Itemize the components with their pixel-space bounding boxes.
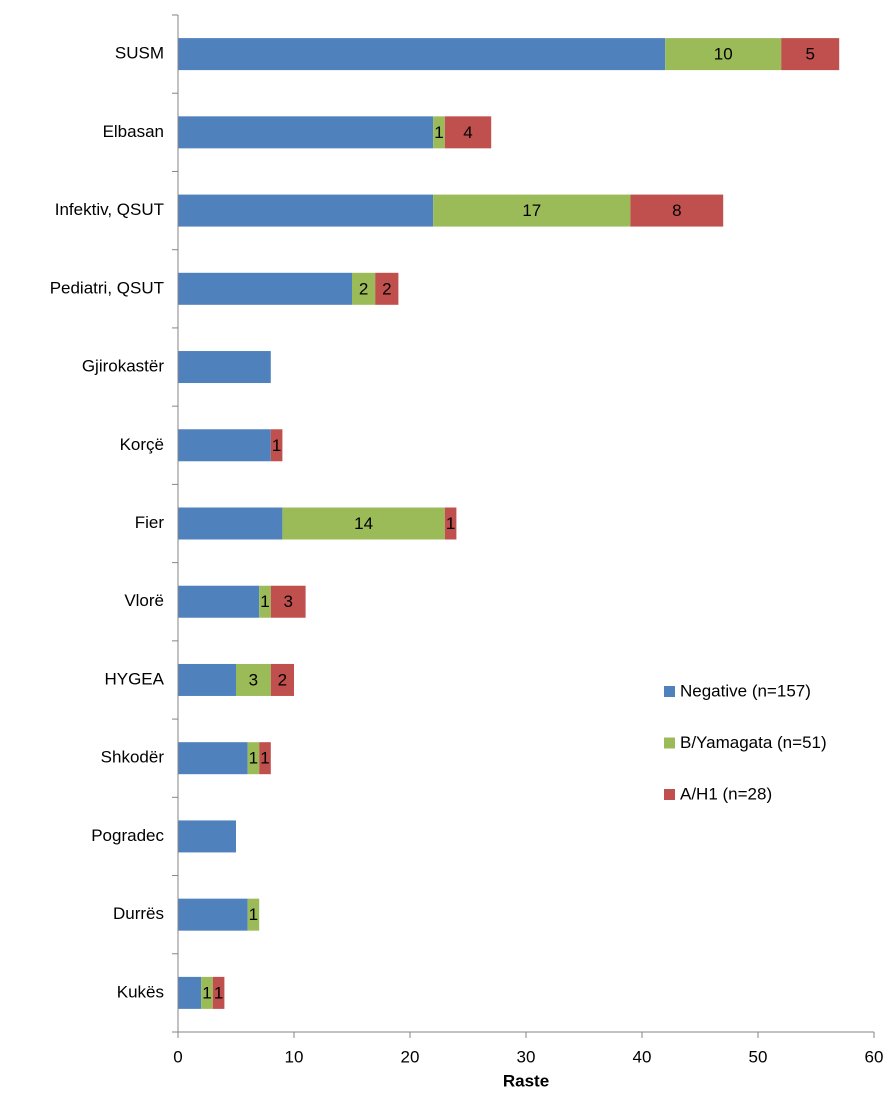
y-tick-label: Pogradec — [91, 826, 164, 845]
y-tick-label: Durrës — [113, 904, 164, 923]
bar-segment — [433, 116, 445, 149]
bar-segment — [270, 585, 306, 618]
data-label: 14 — [354, 514, 373, 533]
bar-segment — [178, 976, 202, 1009]
legend-label: Negative (n=157) — [680, 681, 811, 700]
y-tick-label: SUSM — [115, 44, 164, 63]
bar-segment — [178, 507, 283, 540]
x-tick-label: 60 — [865, 1047, 884, 1066]
x-tick-label: 50 — [749, 1047, 768, 1066]
data-label: 3 — [283, 592, 292, 611]
bar-segment — [178, 898, 248, 931]
bar-segment — [247, 898, 260, 931]
legend-label: B/Yamagata (n=51) — [680, 733, 827, 752]
bar-segment — [282, 507, 445, 540]
bar-segment — [201, 976, 213, 1009]
y-tick-label: Shkodër — [101, 748, 165, 767]
data-label: 1 — [260, 749, 269, 768]
legend-swatch — [664, 737, 675, 749]
x-tick-label: 30 — [517, 1047, 536, 1066]
data-label: 10 — [714, 45, 733, 64]
data-label: 1 — [249, 905, 258, 924]
data-label: 2 — [278, 670, 287, 689]
legend-label: A/H1 (n=28) — [680, 784, 772, 803]
y-tick-label: Vlorë — [124, 591, 164, 610]
data-label: 2 — [382, 279, 391, 298]
data-label: 5 — [805, 45, 814, 64]
y-tick-label: Kukës — [117, 982, 164, 1001]
bar-segment — [178, 742, 248, 775]
bar-segment — [630, 194, 724, 227]
legend-swatch — [664, 686, 675, 697]
data-label: 1 — [202, 983, 211, 1002]
data-label: 1 — [260, 592, 269, 611]
data-label: 4 — [463, 123, 472, 142]
x-tick-label: 40 — [633, 1047, 652, 1066]
bar-segment — [178, 194, 434, 227]
data-label: 1 — [434, 123, 443, 142]
x-tick-label: 10 — [285, 1047, 304, 1066]
data-label: 8 — [672, 201, 681, 220]
data-label: 1 — [272, 436, 281, 455]
x-axis-title: Raste — [503, 1071, 549, 1090]
y-tick-label: Gjirokastër — [82, 357, 165, 376]
bar-segment — [781, 38, 840, 71]
bar-segment — [178, 38, 666, 71]
bar-segment — [665, 38, 782, 71]
bar-segment — [178, 116, 434, 149]
bar-segment — [444, 116, 492, 149]
bar-segment — [259, 742, 271, 775]
x-tick-label: 0 — [173, 1047, 182, 1066]
data-label: 1 — [446, 514, 455, 533]
bar-segment — [178, 820, 236, 853]
bar-segment — [236, 663, 271, 696]
y-tick-label: HYGEA — [104, 669, 164, 688]
y-tick-label: Korçë — [120, 435, 164, 454]
bar-segment — [352, 272, 376, 305]
y-tick-label: Fier — [135, 513, 165, 532]
bar-segment — [259, 585, 271, 618]
bar-segment — [178, 351, 271, 384]
data-label: 1 — [214, 983, 223, 1002]
data-label: 17 — [522, 201, 541, 220]
bar-segment — [270, 663, 294, 696]
bar-segment — [433, 194, 631, 227]
bar-segment — [178, 585, 260, 618]
bar-segment — [212, 976, 225, 1009]
bar-segment — [247, 742, 260, 775]
data-label: 3 — [249, 670, 258, 689]
data-label: 1 — [249, 749, 258, 768]
x-tick-label: 20 — [401, 1047, 420, 1066]
bar-segment — [178, 272, 352, 305]
y-tick-label: Infektiv, QSUT — [55, 200, 164, 219]
bar-segment — [375, 272, 399, 305]
bar-segment — [444, 507, 457, 540]
y-tick-label: Elbasan — [103, 122, 164, 141]
bar-segment — [270, 429, 283, 462]
data-label: 2 — [359, 279, 368, 298]
legend-swatch — [664, 789, 675, 800]
y-tick-label: Pediatri, QSUT — [50, 278, 164, 297]
bar-segment — [178, 663, 236, 696]
bar-segment — [178, 429, 271, 462]
